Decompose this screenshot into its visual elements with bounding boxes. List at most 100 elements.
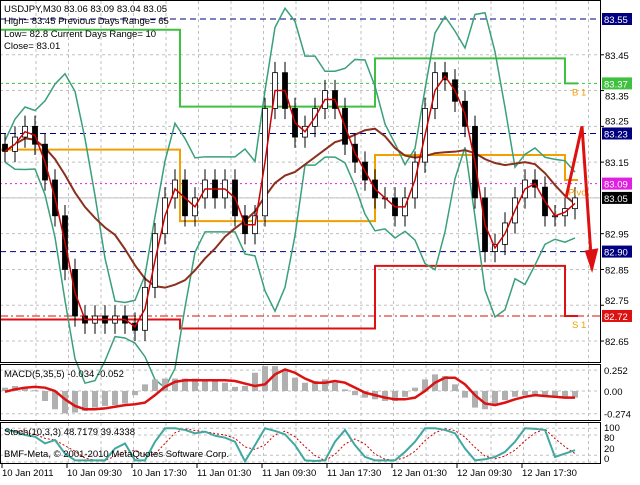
time-tick-label: 10 Jan 2011 [2,468,54,479]
macd-histogram-bar [212,380,218,391]
macd-histogram-bar [182,378,188,391]
stoch-panel[interactable] [4,427,576,464]
price-panel-frame [0,0,601,363]
macd-histogram-bar [292,377,298,391]
macd-histogram-bar [242,386,248,391]
macd-histogram-bar [272,366,278,391]
macd-tick-label: -0.274 [604,410,631,421]
price-label-box [602,127,632,140]
macd-histogram-bar [462,391,468,398]
info-low: Low= 82.8 Current Days Range= 10 [4,29,156,40]
macd-histogram-bar [392,391,398,401]
macd-histogram-bar [512,391,518,397]
macd-histogram-bar [122,391,128,404]
macd-histogram-bar [312,381,318,391]
support-step-line [0,264,578,330]
bollinger-upper-line [4,6,576,304]
macd-histogram-bar [532,391,538,395]
price-level-label: 83.09 [604,180,628,191]
macd-histogram-bar [482,391,488,410]
macd-histogram-bar [542,391,548,397]
macd-histogram-bar [262,366,268,391]
time-tick-label: 11 Jan 01:30 [197,468,251,479]
macd-histogram-bar [412,387,418,391]
level-tag-s1: S 1 [572,320,586,331]
price-level-label: 83.05 [604,194,628,205]
stoch-title: Stoch(10,3,3) 48.7179 39.4338 [4,427,135,438]
macd-histogram-bar [92,391,98,408]
forecast-arrow [564,126,594,270]
price-tick-label: 83.25 [605,116,629,127]
macd-histogram-bar [282,370,288,391]
macd-histogram-bar [32,390,38,392]
bollinger-lower-line [4,147,576,390]
macd-panel-frame [0,364,601,421]
macd-histogram-bar [52,391,58,410]
macd-histogram-bar [102,391,108,406]
copyright: BMF-Meta, © 2001-2010 MetaQuotes Softwar… [4,449,229,460]
time-tick-label: 10 Jan 17:30 [132,468,187,479]
info-close: Close= 83.01 [4,41,60,52]
slow-ma-line [4,127,576,289]
macd-histogram-bar [422,379,428,391]
macd-panel[interactable] [2,366,578,414]
macd-histogram-bar [562,391,568,398]
macd-histogram-bar [472,391,478,408]
stoch-main-line [4,427,576,464]
price-label-box [602,245,632,258]
axes: 83.45 83.35 83.25 83.15 82.95 82.85 82.75 82.65… [0,0,632,479]
macd-histogram-bar [132,391,138,396]
price-label-box [602,177,632,190]
macd-histogram-bar [172,378,178,391]
macd-histogram-bar [142,384,148,391]
macd-histogram-bar [162,378,168,391]
price-label-box [602,77,632,90]
price-tick-label: 83.45 [605,51,629,62]
stoch-tick-label: 80 [604,433,615,444]
macd-histogram-bar [72,391,78,413]
macd-signal-line [4,368,575,411]
macd-histogram-bar [202,379,208,391]
macd-histogram-bar [112,391,118,406]
level-tag-pivot: Pivot [568,188,589,199]
macd-title: MACD(5,35,5) -0.034 -0.052 [4,369,124,380]
stoch-tick-label: 0 [604,454,609,465]
price-label-box [602,191,632,204]
macd-histogram-bar [552,391,558,398]
time-tick-label: 10 Jan 09:30 [67,468,122,479]
price-panel[interactable]: B 1 Pivot S 1 [0,6,600,390]
macd-histogram-bar [522,391,528,396]
macd-histogram-bar [492,391,498,406]
macd-histogram-bar [62,391,68,414]
macd-histogram-bar [322,379,328,391]
macd-histogram-bar [152,379,158,391]
price-label-box [602,309,632,322]
macd-histogram-bar [402,391,408,397]
level-tag-b1: B 1 [572,87,586,98]
macd-tick-label: 0.00 [604,387,623,398]
macd-histogram-bar [452,384,458,391]
stoch-tick-label: 100 [604,423,620,434]
price-tick-label: 82.75 [605,296,629,307]
macd-histogram-bar [82,391,88,411]
price-level-label: 83.37 [604,79,628,90]
chart-title: USDJPY,M30 83.06 83.09 83.04 83.05 [4,4,167,15]
price-tick-label: 83.35 [605,92,629,103]
macd-histogram-bar [302,382,308,391]
macd-histogram-bar [502,391,508,401]
macd-histogram-bar [222,382,228,391]
macd-histogram-bar [232,386,238,391]
macd-histogram-bar [572,391,578,398]
time-tick-label: 12 Jan 09:30 [457,468,512,479]
time-tick-label: 12 Jan 17:30 [522,468,577,479]
macd-histogram-bar [2,387,8,391]
macd-histogram-bar [342,389,348,391]
info-high: High= 83.45 Previous Days Range= 65 [4,16,169,27]
macd-histogram-bar [382,391,388,401]
price-level-label: 82.72 [604,312,628,323]
macd-histogram-bar [252,372,258,391]
price-tick-label: 82.65 [605,337,629,348]
price-level-label: 82.90 [604,248,628,259]
macd-histogram-bar [42,391,48,401]
